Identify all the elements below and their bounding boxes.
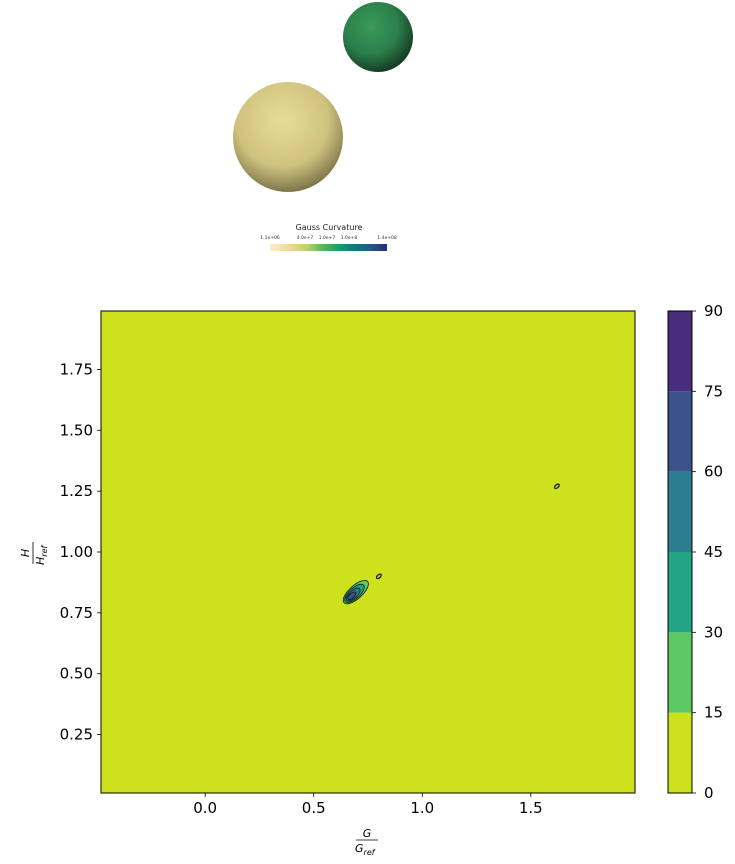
x-label-denominator: Gref	[355, 842, 376, 857]
render-colorbar-tick-4: 1.4e+08	[377, 235, 397, 241]
colorbar-tick-label: 75	[704, 382, 723, 400]
y-tick-label: 0.50	[60, 665, 93, 683]
y-axis-label: H Href	[19, 542, 49, 565]
y-tick-label: 1.50	[60, 421, 93, 439]
contour-line	[376, 573, 382, 579]
y-tick-label: 1.00	[60, 543, 93, 561]
y-label-denominator: Href	[34, 545, 49, 565]
y-tick-label: 0.75	[60, 604, 93, 622]
colorbar-band-75	[668, 311, 692, 392]
y-label-numerator: H	[19, 549, 32, 557]
colorbar-band-15	[668, 632, 692, 713]
x-tick-label: 1.0	[410, 799, 434, 817]
render-view: Gauss Curvature 1.1e+06 4.0e+7 1.0e+7 1.…	[0, 0, 735, 260]
x-tick-label: 0.5	[302, 799, 326, 817]
render-colorbar-tick-2: 1.0e+7	[319, 235, 336, 241]
render-colorbar	[270, 244, 387, 251]
colorbar-band-0	[668, 712, 692, 793]
small-sphere	[343, 2, 413, 72]
render-colorbar-tick-1: 4.0e+7	[297, 235, 314, 241]
contour-chart: 0.0 0.5 1.0 1.5 0.25 0.50 0.75 1.00 1.25 1.50 1.75…	[19, 302, 723, 857]
y-tick-label: 0.25	[60, 726, 93, 744]
chart-view: 0.0 0.5 1.0 1.5 0.25 0.50 0.75 1.00 1.25 1.50 1.75…	[0, 260, 735, 860]
colorbar-tick-label: 15	[704, 704, 723, 722]
colorbar-tick-label: 45	[704, 543, 723, 561]
x-tick-label: 0.0	[193, 799, 217, 817]
colorbar-tick-label: 30	[704, 623, 723, 641]
render-colorbar-tick-0: 1.1e+06	[260, 235, 280, 241]
large-sphere	[233, 82, 343, 192]
render-canvas: Gauss Curvature 1.1e+06 4.0e+7 1.0e+7 1.…	[233, 2, 413, 251]
features-layer	[342, 483, 560, 605]
colorbar-band-45	[668, 471, 692, 552]
y-tick-label: 1.25	[60, 482, 93, 500]
contour-level-60	[347, 591, 357, 601]
render-colorbar-title: Gauss Curvature	[296, 223, 363, 232]
x-axis-label: G Gref	[355, 827, 378, 857]
y-tick-label: 1.75	[60, 360, 93, 378]
contour-colorbar: 0 15 30 45 60 75 90	[667, 302, 723, 802]
x-label-numerator: G	[363, 827, 372, 840]
plot-area	[101, 311, 635, 793]
x-label-subscript: ref	[364, 848, 376, 857]
render-colorbar-tick-3: 1.0e+8	[341, 235, 358, 241]
contour-feature-small-blob-1	[375, 573, 382, 580]
colorbar-band-30	[668, 552, 692, 633]
axes-layer: 0.0 0.5 1.0 1.5 0.25 0.50 0.75 1.00 1.25 1.50 1.75	[60, 310, 636, 817]
contour-feature-small-blob-2	[553, 483, 560, 490]
contour-feature-main-peak	[342, 580, 369, 605]
contour-line	[554, 483, 560, 489]
colorbar-band-60	[668, 391, 692, 472]
x-tick-label: 1.5	[519, 799, 543, 817]
colorbar-tick-label: 90	[704, 302, 723, 320]
colorbar-tick-label: 60	[704, 463, 723, 481]
render-colorbar-ticks: 1.1e+06 4.0e+7 1.0e+7 1.0e+8 1.4e+08	[260, 235, 397, 241]
colorbar-tick-label: 0	[704, 784, 714, 802]
y-label-subscript: ref	[40, 545, 49, 557]
contour-background	[101, 311, 635, 793]
